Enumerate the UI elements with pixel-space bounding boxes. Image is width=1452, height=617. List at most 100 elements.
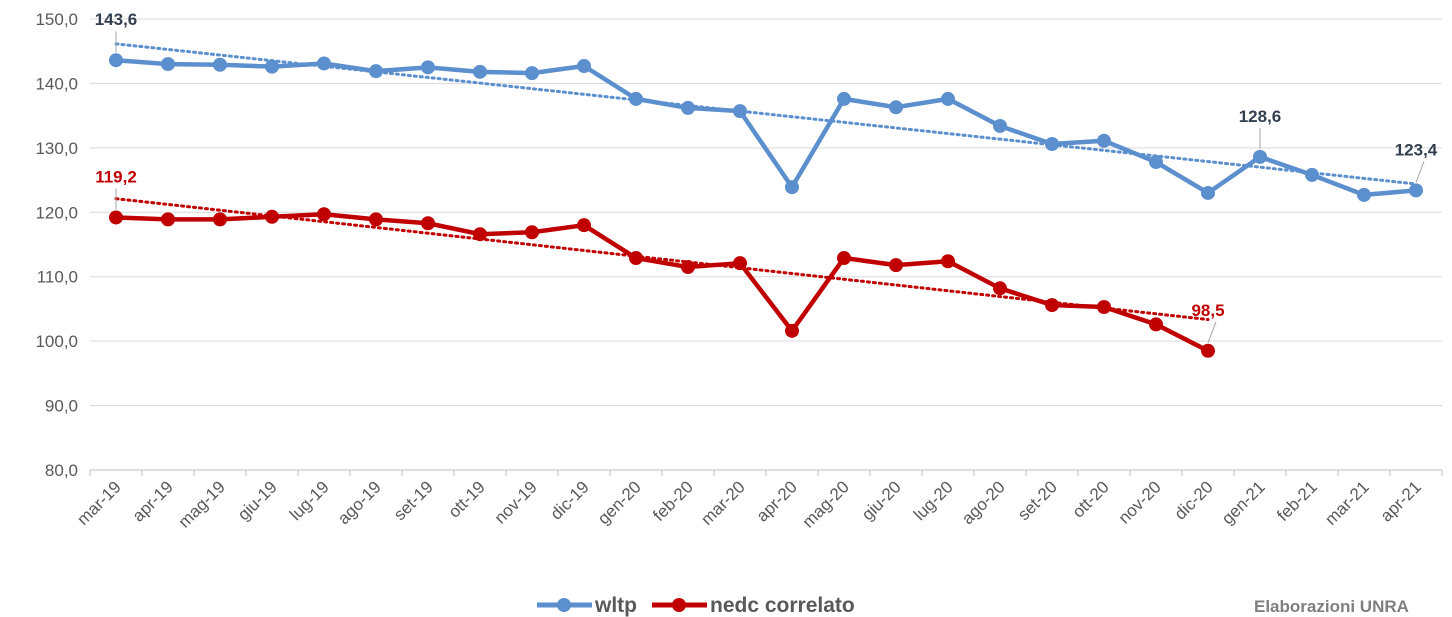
x-tick-label: ago-20 bbox=[958, 477, 1009, 528]
data-point bbox=[213, 212, 227, 227]
data-point bbox=[525, 225, 539, 240]
x-tick-label: giu-20 bbox=[858, 477, 905, 524]
x-tick-label: set-20 bbox=[1014, 477, 1061, 524]
data-point bbox=[1097, 299, 1111, 314]
leader-line bbox=[1415, 161, 1425, 183]
x-tick-label: lug-19 bbox=[286, 477, 333, 524]
data-point bbox=[889, 100, 903, 115]
data-label: 119,2 bbox=[95, 167, 137, 186]
y-tick-label: 140,0 bbox=[35, 74, 78, 93]
data-point bbox=[681, 100, 695, 115]
x-tick-label: dic-19 bbox=[547, 477, 593, 523]
data-point bbox=[785, 323, 799, 338]
data-point bbox=[265, 59, 279, 74]
leader-line bbox=[1207, 321, 1217, 343]
data-point bbox=[993, 281, 1007, 296]
x-tick-label: nov-20 bbox=[1115, 477, 1165, 527]
data-label: 128,6 bbox=[1239, 107, 1282, 126]
data-point bbox=[681, 260, 695, 275]
data-point bbox=[1149, 155, 1163, 170]
data-point bbox=[317, 56, 331, 71]
data-point bbox=[1357, 187, 1371, 202]
data-point bbox=[109, 210, 123, 225]
data-point bbox=[837, 91, 851, 106]
series-line bbox=[115, 211, 1210, 353]
data-point bbox=[161, 212, 175, 227]
x-tick-label: gen-21 bbox=[1218, 477, 1269, 528]
x-tick-label: feb-21 bbox=[1273, 477, 1321, 525]
data-point bbox=[161, 57, 175, 72]
series-line bbox=[115, 57, 1417, 198]
x-tick-label: ott-19 bbox=[445, 477, 489, 521]
legend-marker bbox=[672, 598, 686, 612]
x-tick-label: ago-19 bbox=[334, 477, 385, 528]
data-point bbox=[1097, 133, 1111, 148]
data-point bbox=[525, 66, 539, 81]
x-tick-label: apr-21 bbox=[1377, 477, 1425, 525]
x-tick-label: lug-20 bbox=[910, 477, 957, 524]
x-tick-label: mar-19 bbox=[73, 477, 125, 529]
data-point bbox=[733, 256, 747, 271]
y-tick-label: 110,0 bbox=[37, 268, 78, 287]
data-point bbox=[369, 64, 383, 79]
y-tick-label: 80,0 bbox=[45, 461, 78, 480]
data-point bbox=[473, 64, 487, 79]
data-point bbox=[1409, 183, 1423, 198]
y-tick-label: 120,0 bbox=[35, 203, 78, 222]
data-point bbox=[1201, 185, 1215, 200]
data-point bbox=[1045, 298, 1059, 313]
x-tick-label: mar-20 bbox=[697, 477, 749, 529]
x-tick-label: ott-20 bbox=[1069, 477, 1113, 521]
data-point bbox=[213, 57, 227, 72]
data-point bbox=[837, 251, 851, 266]
x-tick-label: mar-21 bbox=[1321, 477, 1373, 529]
data-point bbox=[889, 258, 903, 273]
data-point bbox=[629, 251, 643, 266]
x-tick-label: gen-20 bbox=[594, 477, 645, 528]
data-point bbox=[473, 227, 487, 242]
x-tick-label: set-19 bbox=[390, 477, 437, 524]
data-label: 143,6 bbox=[95, 10, 138, 29]
y-tick-label: 130,0 bbox=[35, 139, 78, 158]
x-tick-label: apr-19 bbox=[129, 477, 177, 525]
data-point bbox=[785, 180, 799, 195]
trendline bbox=[114, 42, 1418, 186]
data-point bbox=[1045, 136, 1059, 151]
x-tick-label: feb-20 bbox=[649, 477, 697, 525]
y-tick-label: 100,0 bbox=[35, 332, 78, 351]
data-point bbox=[941, 254, 955, 269]
legend-label: nedc correlato bbox=[710, 594, 855, 617]
data-point bbox=[421, 60, 435, 75]
y-tick-label: 150,0 bbox=[35, 10, 78, 29]
data-point bbox=[1253, 149, 1267, 164]
data-point bbox=[577, 218, 591, 233]
data-label: 98,5 bbox=[1191, 301, 1224, 320]
data-point bbox=[577, 59, 591, 74]
x-tick-label: giu-19 bbox=[234, 477, 281, 524]
y-tick-label: 90,0 bbox=[45, 397, 78, 416]
legend-label: wltp bbox=[594, 594, 637, 617]
data-point bbox=[1201, 343, 1215, 358]
data-point bbox=[1305, 167, 1319, 182]
data-point bbox=[941, 91, 955, 106]
data-point bbox=[109, 53, 123, 68]
x-tick-label: dic-20 bbox=[1171, 477, 1217, 523]
data-point bbox=[421, 216, 435, 231]
data-point bbox=[369, 212, 383, 227]
data-point bbox=[317, 207, 331, 222]
trendline bbox=[114, 197, 1210, 322]
x-tick-label: mag-19 bbox=[175, 477, 229, 531]
x-tick-label: nov-19 bbox=[491, 477, 541, 527]
data-point bbox=[733, 104, 747, 119]
source: Elaborazioni UNRA bbox=[1254, 597, 1409, 616]
x-tick-label: apr-20 bbox=[753, 477, 801, 525]
data-point bbox=[265, 209, 279, 224]
legend-marker bbox=[557, 598, 571, 612]
data-point bbox=[1149, 317, 1163, 332]
data-point bbox=[629, 91, 643, 106]
x-tick-label: mag-20 bbox=[799, 477, 853, 531]
data-point bbox=[993, 118, 1007, 133]
data-label: 123,4 bbox=[1395, 140, 1438, 159]
